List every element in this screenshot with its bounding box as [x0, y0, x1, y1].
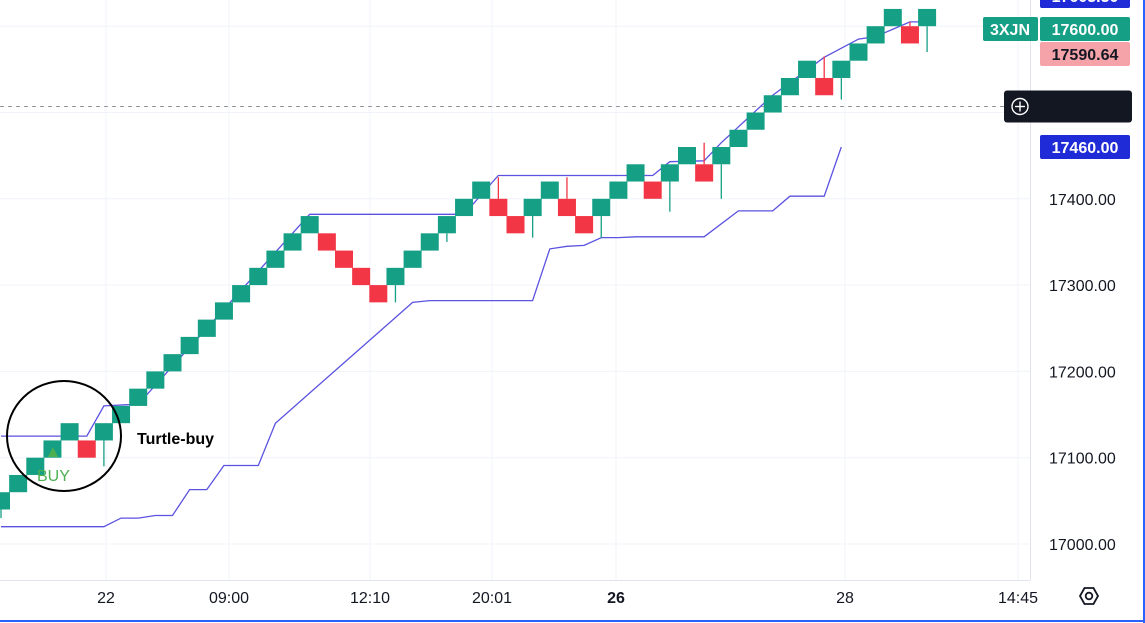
price-tag-label: 17590.64 — [1052, 47, 1119, 64]
price-tag-last: 17600.00 3XJN — [983, 17, 1130, 41]
buy-label: BUY — [37, 468, 70, 485]
brick-up — [883, 8, 902, 27]
brick-down — [643, 181, 662, 199]
price-tag-top: 17603.30 — [1040, 0, 1130, 8]
renko-bricks — [0, 8, 937, 519]
price-tag-bg — [1040, 42, 1130, 66]
time-tick-label: 09:00 — [209, 590, 249, 607]
brick-up — [386, 267, 405, 286]
price-tag-label: 17600.00 — [1052, 22, 1119, 39]
price-tick-label: 17100.00 — [1049, 451, 1116, 468]
brick-up — [26, 457, 45, 475]
price-axis[interactable]: 17000.00 17100.00 17200.00 17300.00 17400.00 — [1049, 192, 1116, 554]
upper-channel — [1, 21, 928, 437]
brick-down — [575, 216, 594, 234]
brick-up — [197, 319, 216, 337]
time-tick-label: 26 — [607, 590, 625, 607]
brick-down — [77, 440, 96, 458]
price-tag-label: 17460.00 — [1052, 140, 1119, 157]
brick-up — [592, 198, 611, 217]
brick-up — [798, 60, 817, 78]
time-tick-label: 14:45 — [998, 590, 1038, 607]
brick-up — [455, 198, 474, 217]
time-tick-label: 20:01 — [472, 590, 512, 607]
price-tag-prev: 17590.64 — [1040, 42, 1130, 66]
brick-up — [94, 423, 113, 441]
time-tick-label: 22 — [97, 590, 115, 607]
brick-up — [472, 181, 491, 199]
brick-up — [180, 336, 199, 355]
brick-down — [695, 164, 714, 182]
price-tag-bg — [1040, 0, 1130, 8]
time-axis[interactable]: 22 09:00 12:10 20:01 26 28 14:45 — [97, 590, 1038, 607]
price-tick-label: 17200.00 — [1049, 364, 1116, 381]
price-tag-low: 17460.00 — [1040, 135, 1130, 160]
add-alert-icon[interactable] — [1011, 97, 1029, 116]
brick-down — [489, 198, 508, 217]
price-tag-bg — [1040, 17, 1130, 41]
brick-up — [163, 354, 182, 372]
brick-down — [506, 216, 525, 234]
price-tick-label: 17300.00 — [1049, 278, 1116, 295]
brick-up — [918, 8, 937, 27]
brick-down — [369, 285, 388, 303]
upper-channel-line — [1, 21, 928, 437]
brick-up — [300, 216, 319, 234]
brick-up — [283, 233, 302, 251]
brick-up — [678, 147, 696, 165]
cursor-tag-frame — [1004, 90, 1132, 123]
brick-up — [9, 474, 28, 493]
brick-up — [540, 181, 559, 199]
brick-down — [557, 198, 576, 217]
brick-up — [609, 181, 628, 199]
brick-up — [60, 423, 79, 441]
brick-up — [249, 267, 268, 286]
symbol-tag-label: 3XJN — [990, 22, 1030, 39]
brick-up — [729, 129, 748, 148]
price-tag-bg — [1040, 135, 1130, 160]
price-tags: 17603.30 17600.00 3XJN 17590.64 17506.94 1746… — [983, 0, 1132, 160]
time-tick-label: 12:10 — [350, 590, 390, 607]
brick-up — [266, 250, 285, 268]
brick-up — [437, 216, 456, 234]
brick-up — [523, 198, 542, 217]
brick-up — [214, 302, 233, 320]
symbol-tag-bg — [983, 17, 1038, 41]
buy-arrow-icon — [48, 447, 58, 457]
brick-down — [815, 77, 834, 96]
price-tag-cursor: 17506.94 — [1004, 82, 1132, 123]
brick-up — [420, 233, 439, 251]
brick-up — [626, 164, 645, 182]
plus-circle — [1011, 97, 1029, 116]
brick-up — [849, 43, 868, 61]
brick-up — [232, 285, 251, 303]
brick-down — [352, 267, 371, 286]
brick-up — [866, 26, 885, 44]
turtle-buy-circle — [6, 380, 122, 492]
brick-up — [780, 77, 799, 96]
brick-up — [0, 492, 10, 510]
brick-up — [746, 112, 765, 130]
brick-down — [900, 26, 919, 44]
time-tick-label: 28 — [836, 590, 854, 607]
brick-down — [335, 250, 353, 268]
brick-up — [112, 405, 131, 424]
grid-lines — [0, 0, 1030, 580]
lower-channel — [1, 146, 842, 528]
lower-channel-line — [1, 146, 842, 528]
brick-up — [403, 250, 422, 268]
brick-up — [832, 60, 851, 78]
brick-down — [317, 233, 336, 251]
price-tick-label: 17000.00 — [1049, 537, 1116, 554]
turtle-buy-label: Turtle-buy — [137, 431, 214, 448]
brick-up — [763, 95, 782, 113]
price-tag-label: 17603.30 — [1052, 0, 1119, 6]
brick-up — [146, 371, 165, 389]
brick-up — [129, 388, 148, 406]
chart-settings-icon[interactable] — [1078, 587, 1100, 605]
brick-up — [712, 147, 731, 165]
brick-up — [660, 164, 679, 182]
price-tick-label: 17400.00 — [1049, 192, 1116, 209]
